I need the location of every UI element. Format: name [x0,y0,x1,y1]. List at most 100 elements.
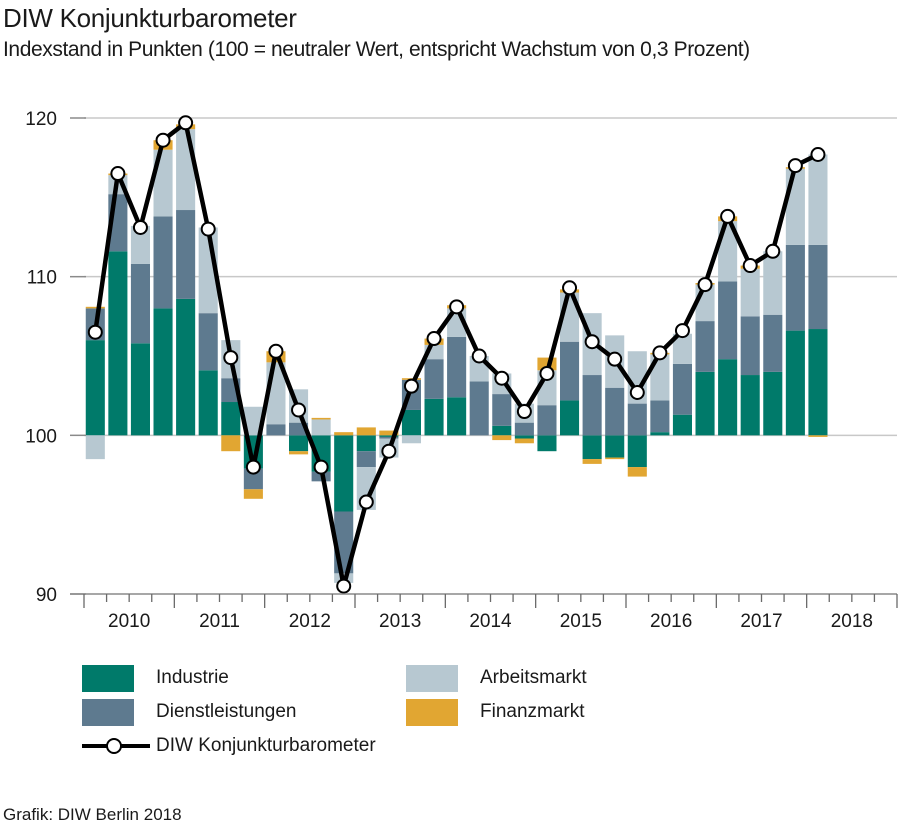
bar-segment-dienstleistungen [492,394,512,426]
barometer-point-2010Q1 [87,324,103,340]
bar-segment-industrie [740,375,760,436]
source-note: Grafik: DIW Berlin 2018 [3,805,182,824]
bar-segment-dienstleistungen [650,400,670,433]
bar-segment-dienstleistungen [672,363,692,415]
bar-segment-dienstleistungen [785,244,805,331]
barometer-point-2010Q4 [155,132,171,148]
bar-segment-industrie [785,330,805,436]
bar-segment-dienstleistungen [198,313,218,371]
bar-segment-industrie [672,414,692,436]
y-tick-label: 120 [25,109,57,130]
bar-segment-finanzmarkt [334,432,354,436]
x-tick-label: 2013 [379,611,421,632]
bar-segment-finanzmarkt [627,467,647,477]
barometer-point-2017Q2 [742,258,758,274]
bar-segment-industrie [424,398,444,436]
barometer-point-2011Q1 [178,115,194,131]
bar-group-2011Q4 [243,406,263,499]
barometer-point-2011Q4 [245,459,261,475]
bar-segment-dienstleistungen [469,381,489,436]
bar-segment-dienstleistungen [718,281,738,360]
bar-segment-dienstleistungen [695,321,715,372]
bar-segment-industrie [401,409,421,436]
barometer-point-2013Q4 [426,331,442,347]
bar-segment-finanzmarkt [808,435,828,437]
gridlines [84,117,897,437]
bar-segment-dienstleistungen [537,405,557,436]
bar-segment-finanzmarkt [582,459,602,464]
bar-segment-dienstleistungen [243,468,263,490]
bar-group-2018Q1 [808,154,828,437]
bar-segment-industrie [537,435,557,452]
barometer-point-2012Q2 [291,402,307,418]
bar-group-2016Q4 [695,283,715,436]
bar-segment-dienstleistungen [379,436,399,439]
bar-segment-industrie [153,308,173,436]
axes: 90 100 110 120 2010 2011 2012 2013 2014 2015 2016 2… [25,109,898,632]
bar-segment-industrie [108,251,128,436]
bar-segment-industrie [334,435,354,512]
bar-segment-industrie [763,371,783,436]
bar-segment-arbeitsmarkt [130,225,150,264]
barometer-point-2014Q3 [494,370,510,386]
legend-label-arbeitsmarkt: Arbeitsmarkt [480,667,587,688]
bar-segment-dienstleistungen [763,314,783,372]
bar-segment-arbeitsmarkt [808,154,828,245]
bar-segment-finanzmarkt [605,457,625,460]
barometer-point-2014Q1 [449,299,465,315]
bars [85,124,828,583]
bar-segment-industrie [356,435,376,452]
bar-segment-industrie [379,435,399,437]
x-tick-label: 2011 [199,611,240,632]
bar-segment-dienstleistungen [424,359,444,399]
bar-group-2011Q3 [221,340,241,452]
legend-swatch-arbeitsmarkt [406,664,458,692]
barometer-point-2015Q1 [539,365,555,381]
bar-segment-industrie [85,340,105,436]
bar-segment-industrie [627,435,647,468]
x-tick-label: 2017 [740,611,782,632]
bar-segment-industrie [289,435,309,452]
bar-segment-arbeitsmarkt [243,406,263,436]
bar-segment-industrie [221,402,241,436]
bar-group-2017Q1 [718,216,738,436]
legend-item-barometer: DIW Konjunkturbarometer [82,732,376,760]
legend-line-marker-icon [82,732,156,760]
bar-segment-dienstleistungen [447,336,467,398]
bar-group-2016Q2 [650,352,670,436]
y-tick-label: 90 [36,585,57,606]
bar-segment-dienstleistungen [356,451,376,468]
bar-segment-finanzmarkt [311,417,331,420]
bar-segment-finanzmarkt [379,430,399,436]
barometer-point-2015Q4 [607,351,623,367]
barometer-point-2010Q3 [132,219,148,235]
barometer-point-2014Q4 [516,404,532,420]
bar-segment-industrie [130,343,150,436]
x-tick-label: 2010 [108,611,150,632]
bar-group-2014Q2 [469,356,489,436]
bar-segment-dienstleistungen [130,263,150,344]
bar-segment-finanzmarkt [514,438,534,444]
bar-segment-industrie [605,435,625,458]
barometer-point-2017Q4 [787,158,803,174]
barometer-point-2016Q4 [697,277,713,293]
bar-group-2017Q3 [763,251,783,436]
bar-group-2017Q2 [740,265,760,436]
legend-label-industrie: Industrie [156,667,229,688]
bar-segment-finanzmarkt [289,451,309,455]
bar-segment-dienstleistungen [627,403,647,436]
bar-segment-arbeitsmarkt [785,168,805,245]
bar-segment-dienstleistungen [514,422,534,436]
barometer-point-2018Q1 [810,146,826,162]
barometer-point-2013Q2 [381,443,397,459]
bar-segment-arbeitsmarkt [401,435,421,444]
bar-segment-arbeitsmarkt [176,129,196,211]
bar-segment-finanzmarkt [221,435,241,452]
bar-segment-arbeitsmarkt [650,354,670,401]
bar-segment-dienstleistungen [153,216,173,309]
legend-swatch-finanzmarkt [406,698,458,726]
barometer-point-2011Q3 [223,350,239,366]
legend-swatch-dienstleistungen [82,698,134,726]
bar-segment-dienstleistungen [176,210,196,299]
bar-segment-industrie [447,397,467,436]
